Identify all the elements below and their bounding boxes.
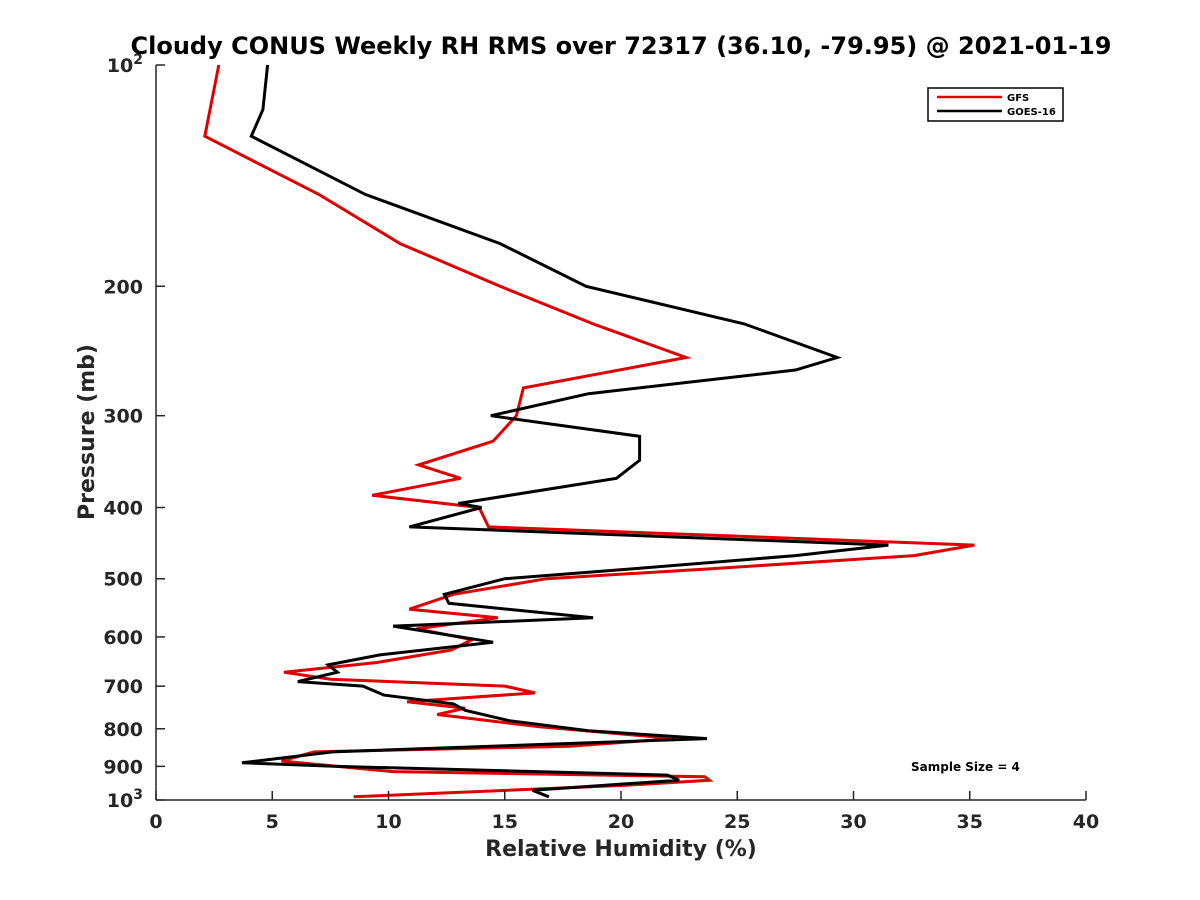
- series-line-goes16: [241, 64, 889, 799]
- x-tick-label: 35: [957, 811, 983, 833]
- x-tick-label: 30: [840, 811, 866, 833]
- x-tick-label: 0: [149, 811, 162, 833]
- sample-size-annotation: Sample Size = 4: [911, 760, 1020, 774]
- series-layer: [203, 64, 975, 799]
- legend-label-goes16: GOES-16: [1007, 107, 1056, 118]
- x-tick-label: 40: [1073, 811, 1099, 833]
- x-tick-layer: 0 5 10 15 20 25 30 35 40: [149, 791, 1099, 833]
- legend-label-gfs: GFS: [1007, 93, 1029, 104]
- x-tick-label: 25: [724, 811, 750, 833]
- y-tick-label: 300: [103, 406, 143, 428]
- x-axis-label: Relative Humidity (%): [485, 837, 757, 862]
- y-tick-label: 103: [107, 787, 143, 812]
- y-tick-layer: 102 200 300 400 500 600 700 800 900 103: [103, 52, 165, 812]
- x-tick-label: 10: [375, 811, 401, 833]
- y-tick-label: 700: [103, 676, 143, 698]
- y-tick-label: 400: [103, 498, 143, 520]
- y-tick-label: 500: [103, 569, 143, 591]
- y-tick-label: 200: [103, 276, 143, 298]
- legend-box: [927, 87, 1064, 122]
- y-tick-label: 900: [103, 756, 143, 778]
- x-tick-label: 20: [608, 811, 634, 833]
- legend: GFS GOES-16: [927, 87, 1064, 122]
- y-tick-label: 600: [103, 627, 143, 649]
- x-tick-label: 15: [492, 811, 518, 833]
- y-tick-label: 800: [103, 719, 143, 741]
- x-tick-label: 5: [266, 811, 279, 833]
- y-tick-label: 102: [107, 52, 143, 77]
- chart-title: Cloudy CONUS Weekly RH RMS over 72317 (3…: [131, 32, 1112, 60]
- y-axis-label: Pressure (mb): [75, 344, 100, 520]
